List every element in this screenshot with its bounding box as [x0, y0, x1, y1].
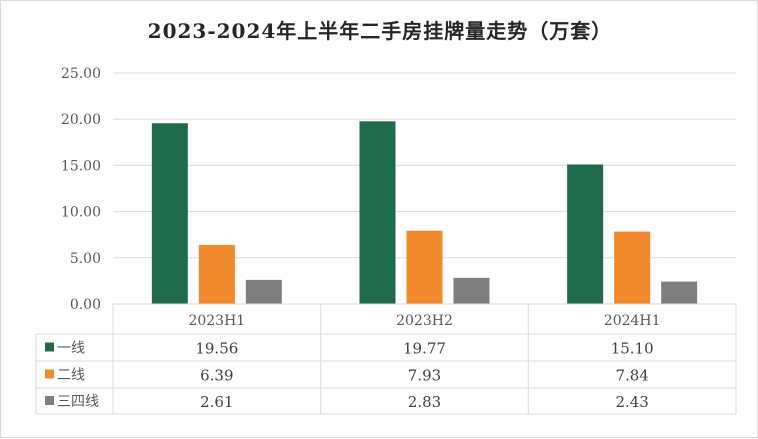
y-tick-label-1: 5.00 — [70, 251, 101, 267]
data-label-1-2: 19.77 — [403, 340, 446, 358]
data-label-2-3: 7.84 — [615, 367, 648, 385]
legend-label-1: 一线 — [57, 341, 85, 357]
legend-label-2: 二线 — [57, 368, 85, 384]
bar-2-2 — [406, 230, 443, 304]
bar-2-3 — [614, 231, 651, 304]
y-tick-label-3: 15.00 — [61, 158, 101, 174]
y-tick-label-0: 0.00 — [70, 297, 101, 313]
data-label-3-2: 2.83 — [408, 393, 441, 411]
x-tick-label-3: 2024H1 — [604, 313, 661, 329]
x-tick-label-2: 2023H2 — [396, 313, 453, 329]
y-tick-label-2: 10.00 — [61, 205, 101, 221]
legend-swatch-3 — [45, 396, 54, 405]
legend-swatch-1 — [45, 342, 54, 352]
y-tick-label-4: 20.00 — [61, 112, 101, 128]
bar-3-3 — [661, 281, 698, 304]
data-label-2-2: 7.93 — [408, 367, 441, 385]
y-tick-label-5: 25.00 — [61, 66, 101, 82]
data-label-1-1: 19.56 — [195, 340, 238, 358]
bar-3-2 — [453, 277, 490, 304]
bar-1-1 — [151, 123, 188, 305]
bar-3-1 — [245, 279, 282, 304]
bar-2-1 — [198, 244, 235, 304]
x-tick-label-1: 2023H1 — [188, 313, 245, 329]
data-label-2-1: 6.39 — [200, 367, 233, 385]
legend-swatch-2 — [45, 369, 54, 379]
data-label-3-3: 2.43 — [615, 393, 648, 411]
legend-label-3: 三四线 — [57, 394, 99, 410]
bar-1-3 — [567, 164, 604, 304]
data-label-1-3: 15.10 — [611, 340, 654, 358]
chart-title: 2023-2024年上半年二手房挂牌量走势（万套） — [147, 19, 613, 43]
bar-1-2 — [359, 121, 396, 305]
data-label-3-1: 2.61 — [200, 393, 233, 411]
